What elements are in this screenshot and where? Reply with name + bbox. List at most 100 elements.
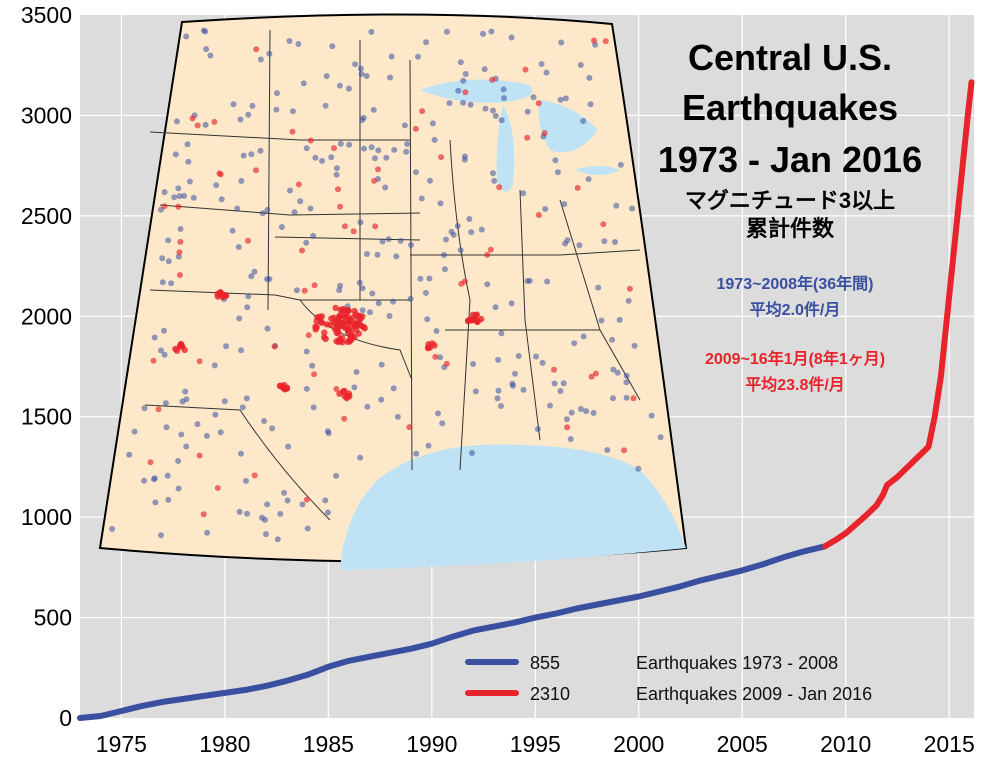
quake-dot-historic xyxy=(558,39,565,46)
quake-dot-historic xyxy=(520,386,527,393)
quake-dot-recent xyxy=(424,344,432,352)
quake-dot-historic xyxy=(363,251,370,257)
quake-dot-historic xyxy=(426,275,433,282)
quake-dot-historic xyxy=(387,74,394,81)
quake-dot-historic xyxy=(345,85,352,92)
quake-dot-historic xyxy=(520,190,527,197)
quake-dot-historic xyxy=(286,38,293,44)
title-line-2: Earthquakes xyxy=(682,87,898,128)
quake-dot-historic xyxy=(236,315,243,322)
quake-dot-historic xyxy=(372,155,378,162)
quake-dot-recent xyxy=(214,293,221,300)
subtitle-line-1: マグニチュード3以上 xyxy=(685,188,895,213)
quake-dot-recent xyxy=(375,166,381,173)
quake-dot-historic xyxy=(583,408,590,415)
quake-dot-historic xyxy=(287,187,293,194)
quake-dot-historic xyxy=(257,56,264,63)
quake-dot-historic xyxy=(472,388,479,395)
quake-dot-historic xyxy=(390,298,397,305)
quake-dot-historic xyxy=(163,424,170,431)
quake-dot-historic xyxy=(178,431,185,438)
quake-dot-historic xyxy=(601,238,608,245)
quake-dot-historic xyxy=(560,380,567,387)
quake-dot-historic xyxy=(161,351,168,358)
quake-dot-historic xyxy=(245,293,252,300)
quake-dot-historic xyxy=(577,62,584,68)
quake-dot-historic xyxy=(304,525,311,532)
quake-dot-historic xyxy=(610,395,616,402)
quake-dot-historic xyxy=(437,354,444,361)
quake-dot-historic xyxy=(262,516,268,523)
x-tick-label-2000: 2000 xyxy=(613,731,664,757)
quake-dot-recent xyxy=(346,393,353,400)
quake-dot-historic xyxy=(425,442,432,449)
quake-dot-historic xyxy=(610,366,617,373)
quake-dot-recent xyxy=(333,386,340,392)
quake-dot-recent xyxy=(341,223,348,230)
quake-dot-historic xyxy=(312,154,319,161)
quake-dot-historic xyxy=(524,108,531,115)
quake-dot-historic xyxy=(415,53,421,60)
quake-dot-historic xyxy=(158,347,164,354)
quake-dot-recent xyxy=(283,384,291,391)
quake-dot-historic xyxy=(319,157,325,164)
x-tick-label-1995: 1995 xyxy=(510,731,561,757)
quake-dot-recent xyxy=(438,154,445,161)
quake-dot-historic xyxy=(561,201,568,207)
chart-title: Central U.S. Earthquakes 1973 - Jan 2016… xyxy=(658,37,922,241)
quake-dot-historic xyxy=(264,501,271,508)
quake-dot-historic xyxy=(152,499,159,506)
quake-dot-historic xyxy=(303,239,310,246)
quake-dot-recent xyxy=(621,447,628,454)
quake-dot-historic xyxy=(261,418,268,424)
quake-dot-recent xyxy=(196,452,203,459)
quake-dot-historic xyxy=(571,340,578,347)
quake-dot-historic xyxy=(251,268,258,275)
quake-dot-historic xyxy=(413,169,419,176)
quake-dot-recent xyxy=(176,343,184,350)
quake-dot-recent xyxy=(487,246,494,253)
legend-count-2009-2016: 2310 xyxy=(530,684,570,704)
quake-dot-historic xyxy=(185,158,192,165)
quake-dot-historic xyxy=(346,141,353,148)
x-axis-ticks: 1975 1980 1985 1990 1995 2000 2005 2010 2015 xyxy=(96,731,975,757)
quake-dot-historic xyxy=(534,426,541,432)
quake-dot-historic xyxy=(604,447,611,453)
quake-dot-historic xyxy=(495,356,502,363)
quake-dot-historic xyxy=(612,239,618,245)
quake-dot-historic xyxy=(547,402,553,409)
quake-dot-historic xyxy=(613,202,620,209)
quake-dot-historic xyxy=(161,189,168,196)
quake-dot-historic xyxy=(498,403,504,409)
quake-dot-recent xyxy=(443,360,450,367)
quake-dot-recent xyxy=(406,424,413,431)
quake-dot-historic xyxy=(357,219,364,226)
quake-dot-historic xyxy=(388,53,395,60)
quake-dot-historic xyxy=(151,334,158,341)
quake-dot-historic xyxy=(562,240,569,247)
quake-dot-historic xyxy=(303,348,310,355)
quake-dot-historic xyxy=(401,122,408,129)
quake-dot-historic xyxy=(141,477,148,484)
quake-dot-recent xyxy=(551,366,557,373)
quake-dot-historic xyxy=(239,404,246,411)
quake-dot-historic xyxy=(629,205,636,212)
quake-dot-historic xyxy=(175,485,182,492)
quake-dot-historic xyxy=(337,282,344,289)
quake-dot-historic xyxy=(378,396,385,403)
quake-dot-historic xyxy=(391,146,398,153)
quake-dot-historic xyxy=(609,336,616,343)
quake-dot-recent xyxy=(340,305,347,313)
quake-dot-historic xyxy=(379,238,386,245)
annotation-period-1-line-2: 平均2.0件/月 xyxy=(750,300,841,319)
quake-dot-recent xyxy=(155,406,162,413)
quake-dot-recent xyxy=(360,323,368,331)
quake-dot-historic xyxy=(437,200,444,207)
quake-dot-historic xyxy=(557,96,564,103)
quake-dot-historic xyxy=(211,362,218,369)
quake-dot-historic xyxy=(324,509,331,516)
quake-dot-historic xyxy=(623,379,630,386)
quake-dot-historic xyxy=(278,224,285,230)
map-lake-erie xyxy=(575,166,620,175)
quake-dot-recent xyxy=(312,323,319,330)
